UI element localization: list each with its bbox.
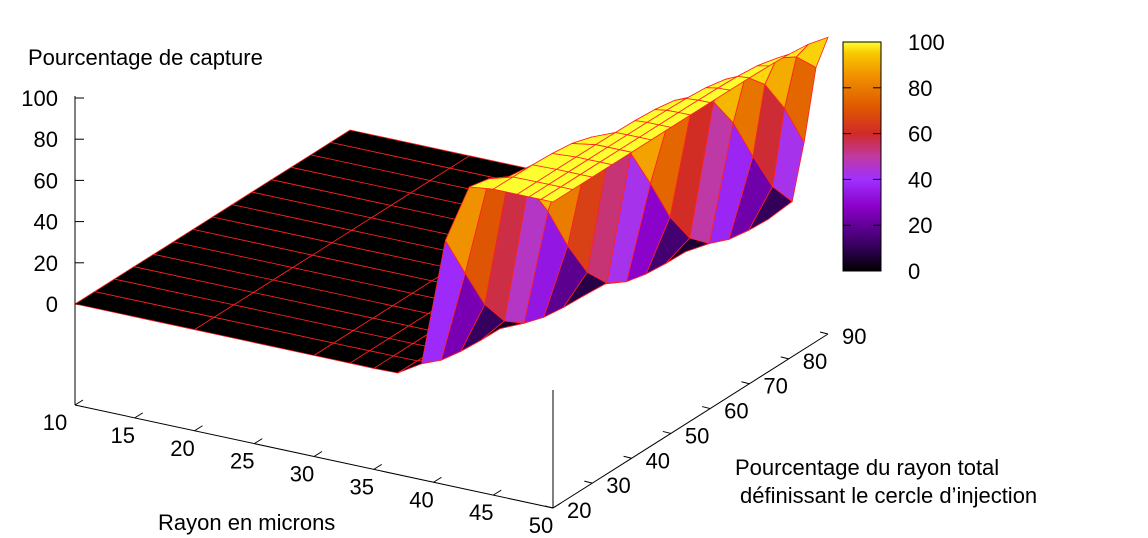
z-axis-ticks: 0 20 40 60 80 100 [21,86,84,317]
x-tick-mark [433,476,442,483]
x-tick-label: 20 [170,436,194,461]
y-tick-mark [544,505,554,509]
x-tick-mark [373,463,383,470]
x-tick-label: 15 [111,423,135,448]
y-tick-label: 30 [606,473,630,498]
x-axis-label: Rayon en microns [158,510,335,535]
colorbar: 0 20 40 60 80 100 [842,30,945,284]
z-tick-label: 20 [34,251,58,276]
y-axis-line [552,333,829,509]
x-tick-label: 30 [290,462,314,487]
x-tick-label: 45 [469,500,493,525]
y-tick-label: 60 [724,399,748,424]
y-tick-label: 50 [685,423,709,448]
y-tick-label: 80 [803,349,827,374]
x-tick-mark [552,502,562,509]
y-tick-mark [819,331,829,335]
z-axis-label: Pourcentage de capture [28,45,263,70]
capture-surface [73,36,829,374]
x-tick-mark [492,489,502,496]
colorbar-tick-label: 80 [908,76,932,101]
y-axis-label-line1: Pourcentage du rayon total [735,455,999,480]
y-tick-mark [623,455,632,459]
y-tick-mark [780,356,789,360]
y-axis-ticks: 20 30 40 50 60 70 80 90 [544,324,866,523]
x-tick-mark [134,412,144,419]
x-axis-ticks: 10 15 20 25 30 35 40 45 50 [43,399,562,538]
y-axis-label-line2: définissant le cercle d’injection [740,483,1037,508]
y-tick-label: 20 [567,498,591,523]
colorbar-tick-label: 60 [908,122,932,147]
x-tick-label: 35 [350,474,374,499]
x-tick-label: 25 [230,449,254,474]
z-tick-label: 80 [34,127,58,152]
y-tick-label: 70 [763,374,787,399]
y-tick-mark [741,381,750,385]
z-tick-label: 40 [34,210,58,235]
y-tick-label: 90 [842,324,866,349]
x-tick-mark [253,438,263,445]
z-tick-label: 60 [34,168,58,193]
colorbar-tick-label: 0 [908,259,920,284]
colorbar-tick-label: 100 [908,30,945,55]
x-tick-label: 50 [529,513,553,538]
x-tick-label: 40 [409,487,433,512]
x-tick-label: 10 [43,410,67,435]
z-tick-label: 0 [46,292,58,317]
colorbar-tick-label: 20 [908,213,932,238]
x-tick-mark [313,451,323,457]
colorbar-tick-label: 40 [908,167,932,192]
y-tick-mark [662,430,671,434]
colorbar-ticks: 0 20 40 60 80 100 [843,30,945,284]
surface-cell [539,186,574,203]
y-tick-mark [702,406,711,410]
z-tick-label: 100 [21,86,58,111]
x-tick-mark [74,399,84,406]
y-tick-mark [584,480,593,484]
colorbar-gradient [842,41,882,272]
x-tick-mark [194,425,203,432]
y-tick-label: 40 [646,448,670,473]
